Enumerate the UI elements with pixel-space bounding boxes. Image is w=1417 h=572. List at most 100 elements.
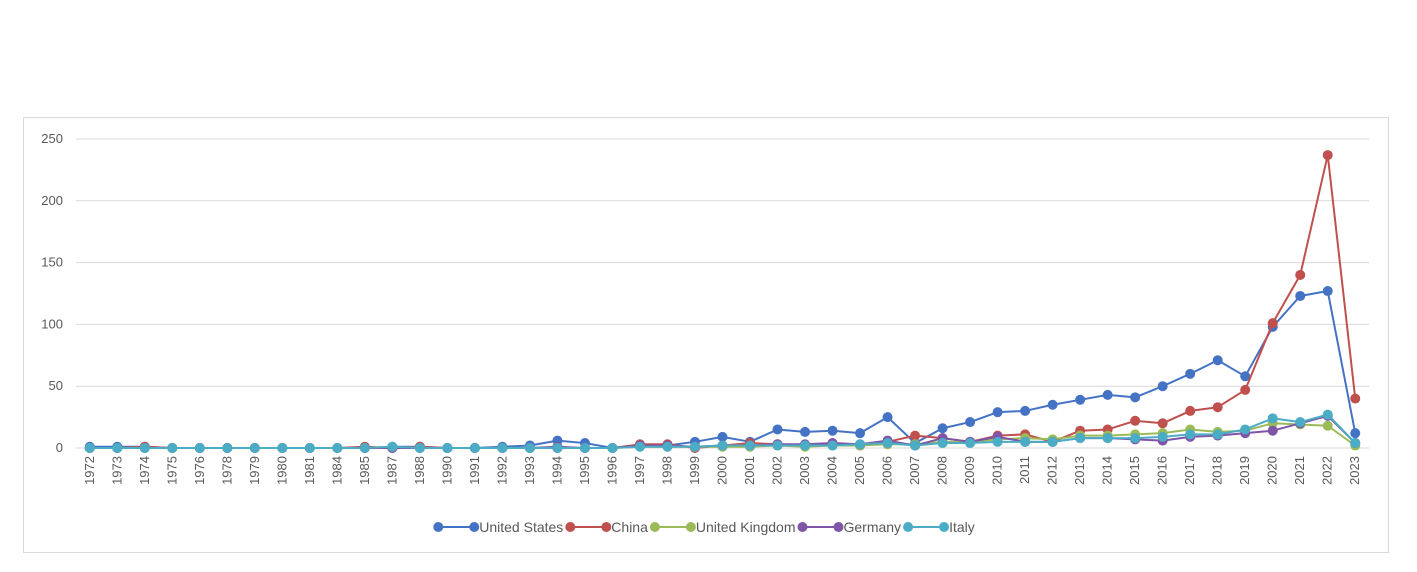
data-point: [1075, 394, 1086, 405]
data-point: [1020, 405, 1031, 416]
data-point: [332, 443, 343, 453]
legend: United States China United Kingdom Germany I…: [433, 519, 975, 535]
data-point: [249, 443, 260, 453]
data-point: [717, 440, 728, 451]
data-point: [1322, 286, 1333, 297]
data-point: [112, 443, 123, 453]
data-point: [717, 431, 728, 442]
x-tick-label: 2018: [1210, 456, 1225, 485]
data-point: [882, 438, 893, 449]
legend-label: United States: [479, 519, 563, 535]
data-point: [524, 443, 535, 453]
data-point: [855, 439, 866, 450]
data-point: [772, 440, 783, 451]
x-tick-label: 1978: [219, 456, 234, 485]
data-point: [910, 440, 921, 451]
data-point: [194, 443, 205, 453]
x-tick-label: 2006: [880, 456, 895, 485]
data-point: [1212, 402, 1223, 413]
data-point: [139, 443, 150, 453]
data-point: [414, 443, 425, 453]
x-tick-label: 1974: [137, 456, 152, 485]
data-point: [1185, 405, 1196, 416]
chart-frame: 0 50 100 150 200 250 1972 1973 1974 1975 1976 1978…: [23, 117, 1389, 553]
legend-marker: [565, 522, 576, 532]
data-point: [689, 441, 700, 452]
legend-marker: [601, 522, 612, 532]
x-tick-label: 1981: [302, 456, 317, 485]
x-tick-label: 2012: [1045, 456, 1060, 485]
legend-marker: [433, 522, 444, 532]
data-point: [1075, 433, 1086, 444]
x-tick-label: 1975: [164, 456, 179, 485]
series-line: [89, 154, 1357, 449]
x-tick-label: 1980: [274, 456, 289, 485]
data-point: [1047, 436, 1058, 447]
legend-marker: [903, 522, 914, 532]
x-axis-ticks: 1972 1973 1974 1975 1976 1978 1979 1980 1981 1984…: [82, 456, 1362, 485]
y-tick-label: 250: [41, 131, 63, 146]
x-tick-label: 2007: [907, 456, 922, 485]
x-tick-label: 2009: [962, 456, 977, 485]
data-point: [1212, 429, 1223, 440]
data-point: [1047, 399, 1058, 410]
data-point: [1020, 436, 1031, 447]
data-point: [800, 426, 811, 437]
legend-item-united-kingdom: United Kingdom: [649, 519, 796, 535]
x-tick-label: 2023: [1347, 456, 1362, 485]
data-point: [965, 438, 976, 449]
data-point: [1267, 318, 1278, 329]
x-tick-label: 2002: [770, 456, 785, 485]
series-italy: [84, 409, 1361, 453]
data-point: [827, 440, 838, 451]
x-tick-label: 1972: [82, 456, 97, 485]
data-point: [1240, 384, 1251, 395]
x-tick-label: 2020: [1265, 456, 1280, 485]
x-tick-label: 2019: [1237, 456, 1252, 485]
series-layer: [84, 150, 1361, 453]
x-tick-label: 1990: [439, 456, 454, 485]
series-united-states: [84, 286, 1361, 453]
x-tick-label: 2017: [1182, 456, 1197, 485]
data-point: [1102, 389, 1113, 400]
legend-marker: [685, 522, 696, 532]
x-tick-label: 2016: [1155, 456, 1170, 485]
data-point: [1130, 433, 1141, 444]
x-tick-label: 1999: [687, 456, 702, 485]
x-tick-label: 1997: [632, 456, 647, 485]
y-tick-label: 200: [41, 193, 63, 208]
data-point: [910, 430, 921, 441]
data-point: [937, 438, 948, 449]
x-tick-label: 1998: [659, 456, 674, 485]
x-tick-label: 2003: [797, 456, 812, 485]
data-point: [1350, 428, 1361, 439]
data-point: [1322, 420, 1333, 431]
legend-item-china: China: [565, 519, 648, 535]
legend-marker: [939, 522, 950, 532]
y-axis-ticks: 0 50 100 150 200 250: [41, 131, 63, 455]
data-point: [442, 443, 453, 453]
x-tick-label: 1991: [467, 456, 482, 485]
data-point: [1185, 368, 1196, 379]
data-point: [800, 440, 811, 451]
data-point: [992, 436, 1003, 447]
legend-label: Germany: [843, 519, 901, 535]
data-point: [277, 443, 288, 453]
data-point: [992, 407, 1003, 418]
data-point: [1350, 393, 1361, 404]
data-point: [579, 443, 590, 453]
data-point: [745, 440, 756, 451]
data-point: [552, 443, 563, 453]
x-tick-label: 2021: [1292, 456, 1307, 485]
legend-item-united-states: United States: [433, 519, 563, 535]
y-tick-label: 0: [56, 440, 63, 455]
data-point: [882, 412, 893, 423]
x-tick-label: 2000: [715, 456, 730, 485]
data-point: [1350, 438, 1361, 449]
legend-label: China: [611, 519, 648, 535]
data-point: [167, 443, 178, 453]
data-point: [1267, 425, 1278, 436]
data-point: [359, 443, 370, 453]
x-tick-label: 1985: [357, 456, 372, 485]
x-tick-label: 1994: [549, 456, 564, 485]
